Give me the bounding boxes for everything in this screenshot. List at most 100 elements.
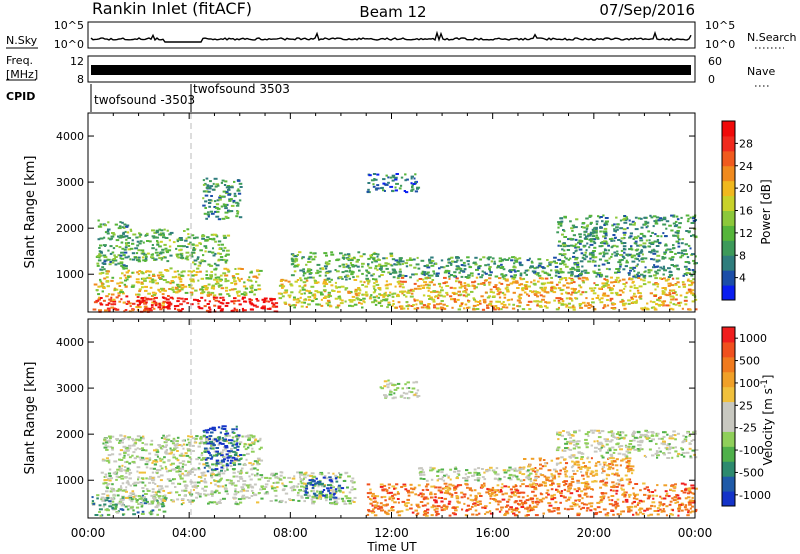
velocity-cell-r5 [469,494,472,497]
power-cell-r1 [230,309,234,312]
power-cell-r12 [673,225,678,228]
velocity-cell-r5 [454,509,458,512]
power-cell-r3 [213,278,216,281]
velocity-cell-r4 [330,486,333,489]
power-cell-r4 [121,236,125,239]
power-cell-r10 [490,305,494,307]
power-cell-r10 [682,283,686,286]
power-cell-r1 [149,309,153,312]
velocity-cell-r5 [490,493,494,496]
power-cell-r12 [649,214,652,217]
velocity-cell-r2 [165,440,169,443]
velocity-cell-r1 [350,480,354,482]
power-cell-r2 [135,281,140,284]
power-cell-r10 [634,301,638,303]
power-cell-r10 [460,303,464,305]
power-cell-r1 [225,302,230,305]
power-cell-r2 [148,274,151,277]
power-cell-r9 [309,276,313,279]
power-cell-r10 [609,297,614,300]
velocity-cell-r1 [210,482,213,485]
velocity-cell-r1 [218,485,222,488]
power-cell-r12 [684,243,688,246]
power-cell-r10 [458,286,463,289]
velocity-cell-r1 [180,498,185,501]
power-cell-r1 [255,305,259,308]
velocity-cell-r1 [132,495,136,498]
power-cell-r12 [656,239,660,241]
power-colorbar-segment [722,135,735,152]
power-cell-r3 [256,269,260,272]
power-cell-r10 [561,277,564,280]
power-cell-r13 [405,178,409,181]
velocity-cell-r2 [232,462,236,465]
power-cell-r12 [601,220,604,223]
power-cell-r3 [257,284,261,287]
velocity-cell-r1 [178,494,181,497]
power-cell-r10 [661,291,666,294]
power-cell-r10 [492,286,497,288]
velocity-cell-r5 [484,505,488,508]
power-cell-r5 [162,234,165,236]
velocity-cell-r1 [253,483,257,486]
velocity-cell-r0 [141,510,145,513]
power-cell-r8 [389,291,392,294]
power-cell-r10 [510,298,513,301]
power-cell-r2 [124,276,128,279]
frequency-panel: Freq. [MHz] 12 8 60 0 Nave [6,54,775,87]
velocity-cell-r1 [330,502,334,504]
power-cell-r9 [376,268,379,271]
power-cell-r10 [590,305,594,308]
freq-left-tick-bottom: 8 [77,73,84,86]
power-cell-r4 [124,265,128,267]
velocity-cell-r2 [155,450,160,453]
power-cell-r3 [206,294,211,297]
power-cell-r5 [165,251,170,254]
power-cell-r5 [156,241,160,244]
power-cell-r12 [596,237,600,240]
power-cell-r8 [300,301,305,304]
power-cell-r8 [322,297,327,299]
power-cell-r11 [673,265,678,268]
power-cell-r11 [628,273,631,276]
velocity-cell-r3 [218,438,221,441]
power-cell-r7 [204,194,209,197]
velocity-cell-r5 [591,488,594,491]
velocity-cell-r1 [117,502,121,505]
power-cell-r11 [448,261,452,264]
velocity-cell-r3 [217,452,222,455]
velocity-cell-r5 [589,502,594,505]
velocity-cell-r0 [96,497,99,500]
velocity-cell-r2 [123,452,127,454]
velocity-cell-r2 [121,464,124,467]
power-cell-r8 [295,301,300,304]
velocity-cell-r1 [108,479,112,482]
power-cell-r12 [663,251,667,254]
power-cell-r12 [601,241,604,244]
power-cell-r9 [367,272,371,275]
velocity-cell-r1 [181,489,185,492]
velocity-cell-r3 [216,436,220,439]
velocity-cell-r2 [145,466,149,469]
power-cell-r1 [181,308,184,310]
power-cell-r11 [438,267,441,270]
velocity-cell-r5 [488,502,492,504]
velocity-cell-r2 [124,461,128,464]
velocity-cell-r1 [203,478,206,480]
power-cell-r13 [381,186,384,189]
power-cell-r12 [642,242,647,245]
power-cell-r10 [516,305,520,308]
power-cell-r7 [237,202,240,205]
power-cell-r2 [153,279,157,282]
velocity-cell-r5 [680,490,684,492]
velocity-cell-r5 [664,490,668,493]
power-cell-r12 [572,234,577,237]
power-cell-r10 [690,281,695,284]
velocity-cell-r1 [335,501,339,504]
power-cell-r12 [655,250,659,253]
power-cell-r6 [197,264,202,267]
power-cell-r8 [344,288,347,291]
velocity-cell-r1 [234,475,239,478]
velocity-cell-r1 [197,493,201,496]
power-cell-r4 [125,224,130,227]
